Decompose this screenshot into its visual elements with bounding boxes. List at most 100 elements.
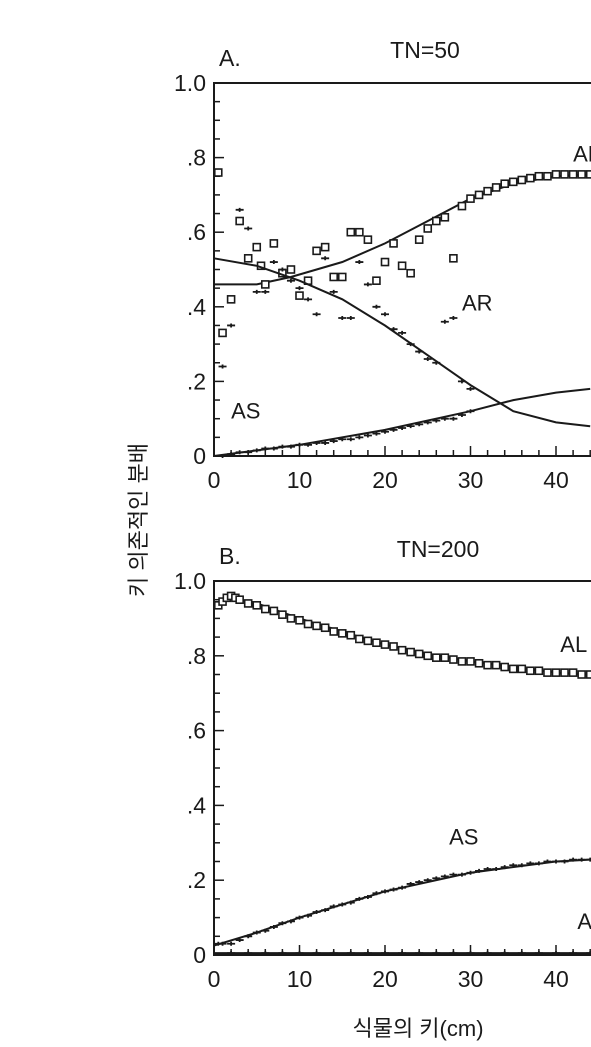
data-point-as-b xyxy=(423,878,432,883)
series-label-ar-b: A xyxy=(577,909,591,934)
data-point-as-a xyxy=(329,439,338,444)
y-tick-label-a: .4 xyxy=(187,294,206,320)
data-point-as-b xyxy=(235,938,244,943)
series-label-as-a: AS xyxy=(231,399,260,424)
x-tick-label-b: 30 xyxy=(458,966,484,992)
data-point-ar-b xyxy=(415,951,424,956)
data-point-as-b xyxy=(244,934,253,939)
data-point-al-b xyxy=(243,599,253,608)
data-point-al-a xyxy=(474,190,484,200)
series-line-ar-a xyxy=(213,257,591,428)
data-point-ar-b xyxy=(278,951,287,956)
data-point-ar-a xyxy=(338,315,347,320)
data-point-al-a xyxy=(543,171,552,181)
data-point-al-a xyxy=(414,235,424,244)
data-point-ar-b xyxy=(312,951,321,956)
x-tick-label-a: 20 xyxy=(372,467,398,493)
data-point-as-b xyxy=(492,866,501,871)
data-point-as-b xyxy=(509,863,518,868)
data-point-as-a xyxy=(312,440,321,445)
data-point-as-a xyxy=(346,437,355,442)
data-point-ar-b xyxy=(381,951,389,956)
data-point-as-a xyxy=(432,418,441,423)
data-point-as-b xyxy=(449,872,458,877)
data-point-ar-a xyxy=(235,207,244,212)
y-axis-title: 키 의존적인 분배 xyxy=(126,443,151,597)
panel-label-b: B. xyxy=(219,543,241,569)
data-point-as-b xyxy=(483,866,492,871)
series-label-ar-a: AR xyxy=(462,291,493,316)
data-point-al-b xyxy=(380,640,390,649)
data-point-al-a xyxy=(312,246,321,256)
data-point-as-b xyxy=(406,881,415,886)
data-point-as-b xyxy=(286,919,295,924)
y-tick-label-b: 0 xyxy=(193,942,206,968)
data-point-as-a xyxy=(304,442,313,447)
data-point-ar-b xyxy=(500,951,509,956)
data-point-al-a xyxy=(243,254,253,263)
data-point-al-b xyxy=(440,653,450,662)
data-point-ar-a xyxy=(457,379,466,384)
data-point-al-b xyxy=(551,668,561,677)
data-point-as-a xyxy=(389,427,398,432)
data-point-al-b xyxy=(252,601,262,610)
data-point-ar-b xyxy=(432,951,441,956)
data-point-al-a xyxy=(440,212,450,222)
data-point-al-b xyxy=(534,666,544,676)
data-point-as-b xyxy=(543,859,552,864)
data-point-al-a xyxy=(380,257,390,267)
y-tick-label-a: .8 xyxy=(187,145,206,171)
data-point-ar-a xyxy=(304,297,313,302)
data-point-ar-a xyxy=(312,312,321,317)
data-point-al-a xyxy=(260,280,270,289)
data-point-as-b xyxy=(466,870,475,875)
data-point-al-b xyxy=(491,660,501,670)
data-point-as-b xyxy=(432,876,441,881)
data-point-al-a xyxy=(483,186,492,196)
data-point-as-b xyxy=(218,941,227,946)
data-point-al-b xyxy=(303,619,313,629)
data-point-as-a xyxy=(398,426,407,431)
data-point-as-a xyxy=(457,412,466,417)
data-point-al-a xyxy=(534,171,544,181)
data-point-al-a xyxy=(213,168,223,177)
data-point-al-b xyxy=(355,634,364,644)
data-point-ar-a xyxy=(355,260,364,265)
data-point-ar-b xyxy=(346,951,355,956)
data-point-ar-b xyxy=(329,951,338,956)
data-point-as-a xyxy=(252,448,261,453)
data-point-as-b xyxy=(500,865,509,870)
data-point-as-b xyxy=(372,891,381,896)
x-tick-label-a: 0 xyxy=(208,467,221,493)
data-point-al-a xyxy=(252,242,262,252)
data-point-ar-b xyxy=(517,951,526,956)
data-point-ar-a xyxy=(432,360,441,365)
data-point-ar-b xyxy=(569,951,578,956)
data-point-as-b xyxy=(304,913,313,918)
data-point-al-a xyxy=(457,201,467,211)
data-point-al-a xyxy=(226,295,236,304)
data-point-as-b xyxy=(526,861,535,866)
data-point-as-b xyxy=(440,874,449,879)
data-point-as-a xyxy=(218,454,227,458)
data-point-al-b xyxy=(474,658,484,668)
data-point-ar-a xyxy=(269,260,278,265)
data-point-as-b xyxy=(321,908,330,913)
data-point-al-a xyxy=(517,175,527,185)
data-point-as-b xyxy=(355,896,364,901)
data-point-al-a xyxy=(397,261,407,271)
data-point-as-b xyxy=(560,859,569,864)
x-tick-label-b: 40 xyxy=(543,966,569,992)
data-point-ar-a xyxy=(227,323,236,328)
data-point-as-b xyxy=(517,863,526,868)
y-tick-label-b: .4 xyxy=(187,792,206,818)
data-point-al-b xyxy=(517,664,527,674)
data-point-as-a xyxy=(244,450,253,455)
y-tick-label-b: .6 xyxy=(187,718,206,744)
data-point-ar-a xyxy=(218,364,227,369)
data-point-as-b xyxy=(261,928,270,933)
y-tick-label-a: 1.0 xyxy=(174,70,206,96)
data-point-ar-b xyxy=(261,951,270,956)
data-point-al-b xyxy=(449,655,458,664)
